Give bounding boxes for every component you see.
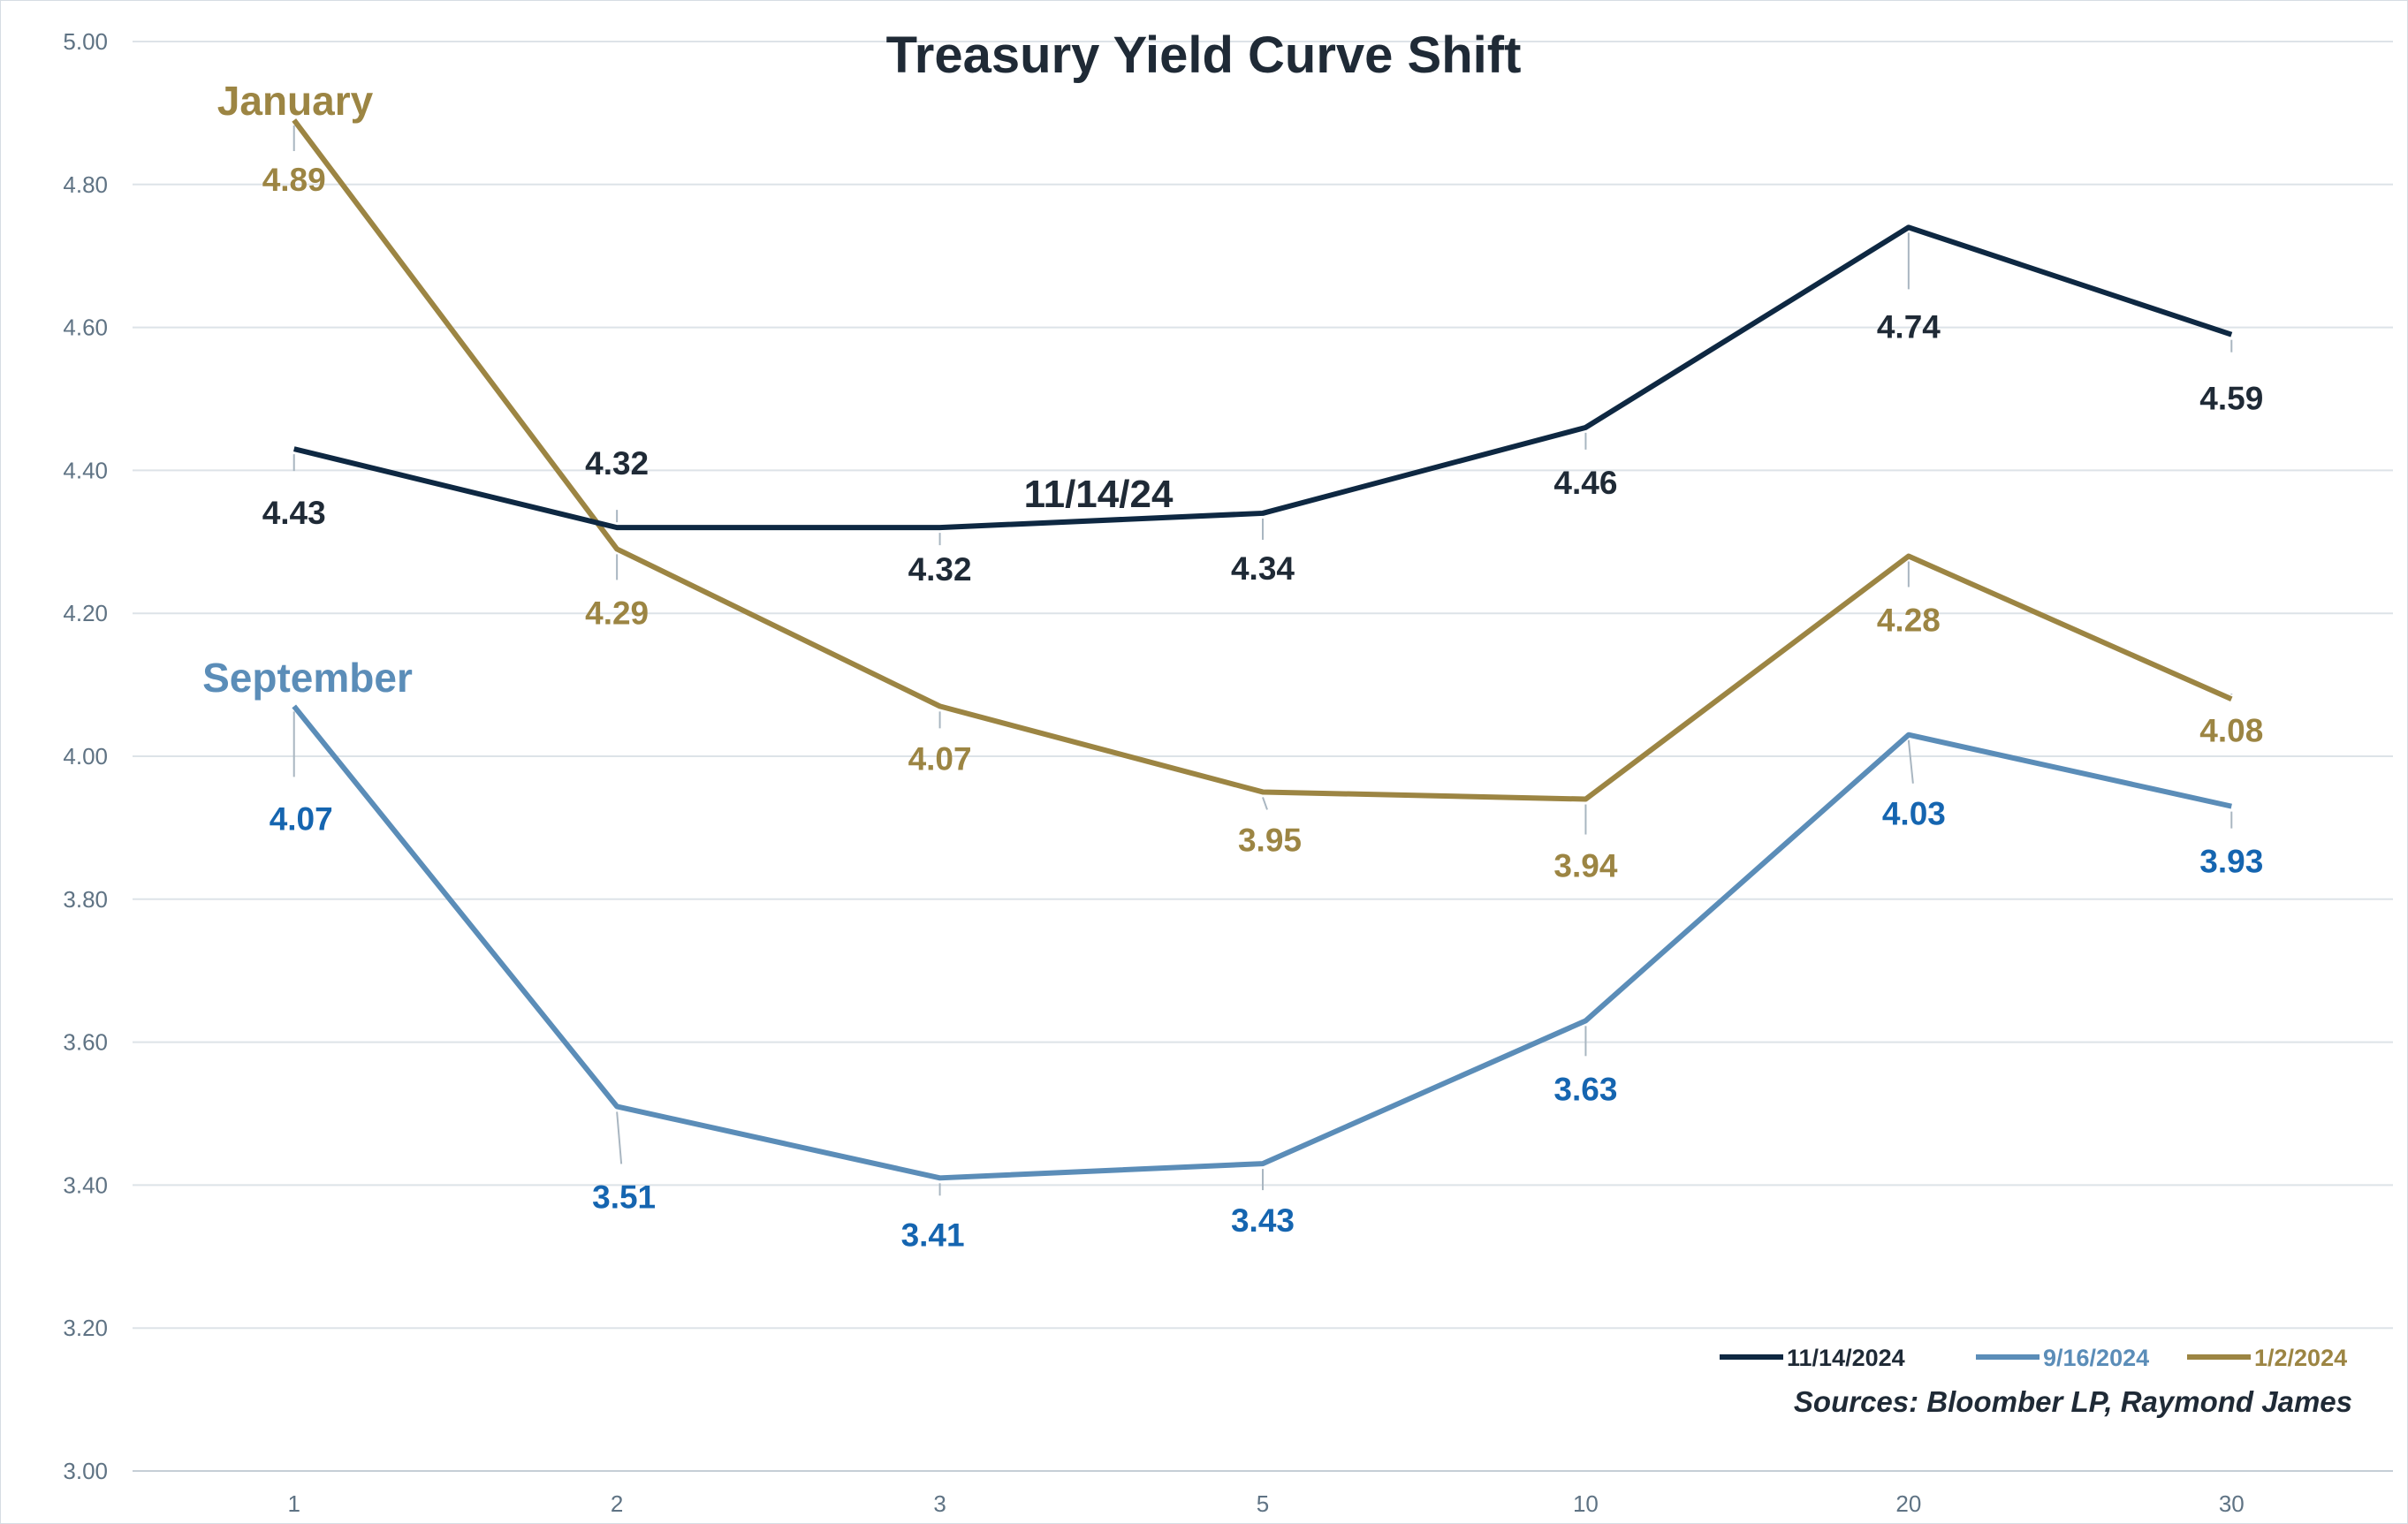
y-tick-label: 5.00 [63, 28, 108, 55]
series-line-1-2-2024 [292, 118, 2233, 802]
chart-title: Treasury Yield Curve Shift [886, 27, 1522, 84]
data-label: 4.07 [908, 740, 972, 777]
data-label: 4.07 [270, 800, 333, 837]
data-label: 4.29 [585, 595, 649, 631]
data-label: 4.28 [1877, 602, 1941, 638]
data-label: 4.46 [1553, 465, 1617, 501]
series-line-9-16-2024 [292, 704, 2232, 1181]
y-tick-label: 3.20 [63, 1315, 108, 1341]
legend: 11/14/2024 9/16/2024 1/2/2024 [1720, 1345, 2347, 1371]
y-tick-label: 3.80 [63, 886, 108, 913]
data-label: 4.89 [262, 162, 326, 198]
y-tick-label: 3.00 [63, 1458, 108, 1484]
source-note: Sources: Bloomber LP, Raymond James [1794, 1385, 2352, 1418]
data-label: 3.93 [2199, 844, 2263, 880]
leader-line [1907, 739, 1914, 784]
y-tick-label: 3.60 [63, 1029, 108, 1056]
y-tick-label: 4.80 [63, 171, 108, 198]
legend-label: 9/16/2024 [2043, 1345, 2149, 1371]
annotation-january: January [217, 78, 374, 124]
x-tick-label: 1 [287, 1490, 300, 1517]
y-tick-label: 4.60 [63, 315, 108, 341]
y-tick-label: 4.40 [63, 457, 108, 483]
leader-line [616, 1111, 623, 1164]
data-label: 3.41 [901, 1217, 965, 1253]
data-label: 3.51 [592, 1179, 656, 1215]
legend-label: 1/2/2024 [2254, 1345, 2347, 1371]
y-tick-label: 4.00 [63, 743, 108, 770]
leader-line [1262, 797, 1268, 810]
y-tick-label: 3.40 [63, 1171, 108, 1198]
data-label: 3.43 [1231, 1202, 1295, 1239]
data-label: 4.08 [2199, 712, 2263, 748]
data-label: 4.43 [262, 495, 326, 531]
x-tick-label: 10 [1573, 1490, 1599, 1517]
y-tick-label: 4.20 [63, 600, 108, 626]
data-label: 4.34 [1231, 550, 1295, 587]
data-label: 4.32 [585, 445, 649, 481]
series-line-11-14-2024 [293, 224, 2233, 531]
data-label: 3.63 [1553, 1071, 1617, 1107]
data-label: 4.32 [908, 551, 972, 588]
annotation-september: September [202, 655, 413, 701]
x-tick-label: 20 [1895, 1490, 1921, 1517]
annotation-11-14-24: 11/14/24 [1024, 473, 1174, 516]
data-label: 4.74 [1877, 308, 1941, 345]
x-tick-label: 5 [1257, 1490, 1269, 1517]
data-label: 4.03 [1882, 796, 1946, 832]
legend-label: 11/14/2024 [1787, 1345, 1905, 1371]
data-label: 4.59 [2199, 381, 2263, 417]
x-tick-label: 30 [2219, 1490, 2245, 1517]
data-label: 3.94 [1553, 848, 1617, 884]
x-tick-label: 2 [611, 1490, 623, 1517]
x-tick-label: 3 [933, 1490, 946, 1517]
data-label: 3.95 [1238, 822, 1302, 858]
